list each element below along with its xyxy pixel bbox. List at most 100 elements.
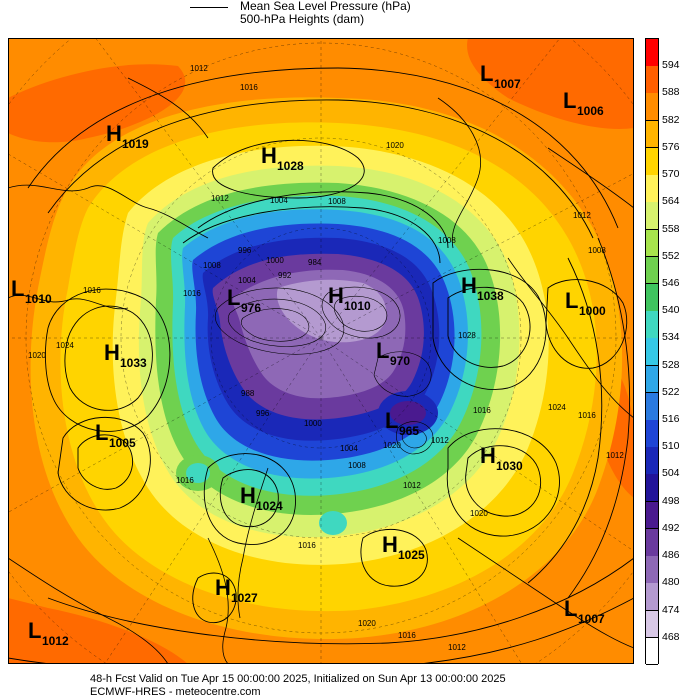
colorbar-tick-label: 480 xyxy=(662,576,680,589)
colorbar-tick-label: 468 xyxy=(662,630,680,643)
colorbar-swatch xyxy=(646,311,658,339)
isobar-label: 1012 xyxy=(606,451,624,460)
system-value: 1007 xyxy=(494,77,521,91)
low-pressure-marker: L 1007 xyxy=(480,61,521,91)
colorbar-tick-label: 588 xyxy=(662,86,680,99)
low-pressure-marker: L 970 xyxy=(376,338,410,368)
height-field xyxy=(8,38,634,664)
core-isobars xyxy=(214,286,434,455)
colorbar-tick-label: 582 xyxy=(662,113,680,126)
isobar-label: 1020 xyxy=(358,619,376,628)
isobar-label: 996 xyxy=(238,246,252,255)
colorbar-swatch xyxy=(646,528,658,557)
colorbar-tick-label: 558 xyxy=(662,222,680,235)
system-letter: H xyxy=(240,483,256,508)
isobar-label: 1020 xyxy=(386,141,404,150)
low-pressure-marker: L 1012 xyxy=(28,618,69,648)
isobar-label: 1016 xyxy=(398,631,416,640)
system-value: 1005 xyxy=(109,436,136,450)
map-border xyxy=(8,38,634,664)
system-value: 1010 xyxy=(344,299,371,313)
system-letter: H xyxy=(261,143,277,168)
system-letter: L xyxy=(563,88,576,113)
model-source-caption: ECMWF-HRES - meteocentre.com xyxy=(90,686,261,698)
isobar-label: 1008 xyxy=(203,261,221,270)
isobar-label: 1020 xyxy=(383,441,401,450)
isobar-label: 1016 xyxy=(83,286,101,295)
isobar-label: 1008 xyxy=(328,197,346,206)
high-pressure-marker: H 1024 xyxy=(240,483,283,513)
isobar-label: 1012 xyxy=(211,194,229,203)
system-value: 1010 xyxy=(25,292,52,306)
system-letter: L xyxy=(95,420,108,445)
isobar-label: 1004 xyxy=(238,276,256,285)
system-value: 1007 xyxy=(578,612,605,626)
isobar-label: 1016 xyxy=(578,411,596,420)
isobar-label: 1016 xyxy=(473,406,491,415)
colorbar-swatch xyxy=(646,556,658,584)
low-pressure-marker: L 1007 xyxy=(564,596,605,626)
legend-mslp-label: Mean Sea Level Pressure (hPa) xyxy=(240,0,411,13)
low-pressure-marker: L 965 xyxy=(385,408,419,438)
map-legend: Mean Sea Level Pressure (hPa) 500-hPa He… xyxy=(190,0,490,34)
system-value: 1028 xyxy=(277,159,304,173)
isobar-label: 1020 xyxy=(470,509,488,518)
system-letter: L xyxy=(565,288,578,313)
isobar-label: 1012 xyxy=(573,211,591,220)
system-value: 1000 xyxy=(579,304,606,318)
colorbar-swatch xyxy=(646,637,658,666)
lat-lon-grid xyxy=(8,38,634,664)
system-value: 1038 xyxy=(477,289,504,303)
isobar-label: 1012 xyxy=(448,643,466,652)
low-pressure-marker: L 1005 xyxy=(95,420,136,450)
low-pressure-marker: L 1010 xyxy=(11,276,52,306)
isobar-label: 1000 xyxy=(304,419,322,428)
weather-map: 1012 1016 1020 1004 1008 1012 1016 1020 … xyxy=(8,38,634,664)
colorbar-swatch xyxy=(646,120,658,149)
isobar-label: 1020 xyxy=(28,351,46,360)
isobar-label: 1004 xyxy=(270,196,288,205)
colorbar-swatch xyxy=(646,474,658,503)
isobar-label: 1024 xyxy=(56,341,74,350)
high-pressure-marker: H 1028 xyxy=(261,143,304,173)
system-letter: L xyxy=(227,285,240,310)
high-pressure-marker: H 1033 xyxy=(104,340,147,370)
colorbar-swatch xyxy=(646,392,658,421)
isobar-label: 1016 xyxy=(298,541,316,550)
system-letter: L xyxy=(385,408,398,433)
colorbar-tick-label: 534 xyxy=(662,331,680,344)
isobar-label: 988 xyxy=(241,389,255,398)
colorbar-tick-label: 474 xyxy=(662,603,680,616)
system-letter: H xyxy=(328,283,344,308)
colorbar-tick-label: 486 xyxy=(662,549,680,562)
isobar-label: 996 xyxy=(256,409,270,418)
legend-heights-label: 500-hPa Heights (dam) xyxy=(240,12,365,26)
height-band-588-ne xyxy=(467,38,634,129)
colorbar-tick-label: 546 xyxy=(662,276,680,289)
colorbar-swatch xyxy=(646,39,658,67)
colorbar-tick-label: 552 xyxy=(662,249,680,262)
isobar-labels: 1012 1016 1020 1004 1008 1012 1016 1020 … xyxy=(28,64,624,652)
colorbar-tick-label: 570 xyxy=(662,168,680,181)
colorbar-swatch xyxy=(646,447,658,475)
colorbar-swatch xyxy=(646,93,658,122)
isobar-label: 1016 xyxy=(176,476,194,485)
colorbar-tick-label: 498 xyxy=(662,494,680,507)
height-band-540-s2 xyxy=(319,511,347,535)
high-pressure-marker: H 1010 xyxy=(328,283,371,313)
system-letter: H xyxy=(382,532,398,557)
isobar-label: 1000 xyxy=(266,256,284,265)
colorbar-tick-label: 594 xyxy=(662,59,680,72)
high-pressure-marker: H 1019 xyxy=(106,121,149,151)
high-pressure-marker: H 1025 xyxy=(382,532,425,562)
system-value: 976 xyxy=(241,301,261,315)
system-letter: L xyxy=(564,596,577,621)
system-value: 1012 xyxy=(42,634,69,648)
isobar-label: 1016 xyxy=(240,83,258,92)
height-band-588 xyxy=(8,64,186,143)
isobar-label: 984 xyxy=(308,258,322,267)
system-letter: L xyxy=(376,338,389,363)
isobar-label: 1012 xyxy=(431,436,449,445)
height-band-540-s xyxy=(186,463,210,483)
colorbar-tick-label: 492 xyxy=(662,521,680,534)
